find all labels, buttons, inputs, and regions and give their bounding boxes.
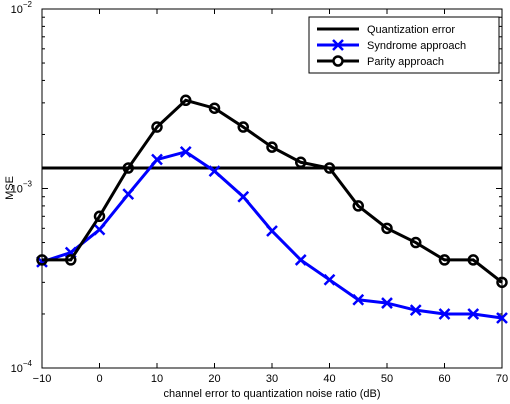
data-point bbox=[323, 162, 336, 174]
legend-marker bbox=[332, 55, 344, 67]
data-point bbox=[36, 254, 48, 266]
y-tick-exponent: −3 bbox=[23, 180, 33, 189]
data-point bbox=[208, 102, 221, 114]
series-1 bbox=[36, 145, 508, 324]
data-point bbox=[122, 188, 135, 201]
data-point bbox=[381, 297, 393, 309]
x-tick-label: 50 bbox=[381, 373, 393, 385]
legend-label: Syndrome approach bbox=[367, 40, 466, 52]
data-point bbox=[438, 308, 451, 320]
x-tick-label: 40 bbox=[323, 373, 335, 385]
x-tick-label: 70 bbox=[496, 373, 508, 385]
data-point bbox=[352, 293, 365, 306]
y-tick-label: 10−4 bbox=[11, 359, 33, 375]
data-point bbox=[266, 225, 278, 237]
data-point bbox=[294, 254, 307, 266]
y-tick-base: 10 bbox=[11, 184, 23, 196]
data-point bbox=[352, 200, 364, 212]
data-point bbox=[467, 308, 480, 320]
data-point bbox=[467, 254, 479, 266]
y-tick-base: 10 bbox=[11, 363, 23, 375]
x-tick-label: 30 bbox=[266, 373, 278, 385]
y-tick-label: 10−2 bbox=[11, 0, 33, 16]
data-point bbox=[122, 162, 134, 174]
data-point bbox=[266, 141, 278, 153]
data-point bbox=[93, 223, 106, 236]
data-point bbox=[496, 312, 508, 324]
data-point bbox=[409, 304, 422, 317]
series-2 bbox=[36, 94, 508, 289]
y-tick-base: 10 bbox=[11, 4, 23, 16]
y-tick-label: 10−3 bbox=[11, 180, 33, 196]
x-axis-label: channel error to quantization noise rati… bbox=[163, 388, 380, 400]
y-tick-exponent: −4 bbox=[23, 359, 33, 368]
x-tick-label: 10 bbox=[151, 373, 163, 385]
legend: Quantization error Syndrome approach Parit… bbox=[308, 16, 500, 74]
data-point bbox=[179, 145, 192, 158]
data-point bbox=[65, 254, 77, 266]
data-point bbox=[438, 254, 451, 266]
data-point bbox=[93, 210, 106, 223]
y-axis-label: MSE bbox=[4, 176, 16, 200]
data-point bbox=[323, 273, 336, 286]
data-point bbox=[295, 156, 307, 169]
x-tick-label: 0 bbox=[96, 373, 102, 385]
data-point bbox=[180, 94, 192, 107]
x-tick-label: −10 bbox=[33, 373, 52, 385]
y-tick-exponent: −2 bbox=[23, 0, 33, 9]
legend-marker bbox=[332, 39, 344, 51]
x-tick-label: 20 bbox=[208, 373, 220, 385]
legend-label: Quantization error bbox=[367, 24, 455, 36]
data-point bbox=[237, 190, 250, 203]
data-point bbox=[151, 153, 163, 166]
data-point bbox=[381, 222, 393, 235]
legend-label: Parity approach bbox=[367, 56, 444, 68]
data-point bbox=[410, 236, 422, 249]
data-point bbox=[151, 121, 163, 133]
data-point bbox=[496, 276, 508, 289]
series-line bbox=[42, 98, 503, 284]
data-point bbox=[237, 121, 249, 133]
data-point bbox=[208, 165, 221, 177]
series-layer bbox=[36, 94, 508, 324]
x-tick-label: 60 bbox=[438, 373, 450, 385]
